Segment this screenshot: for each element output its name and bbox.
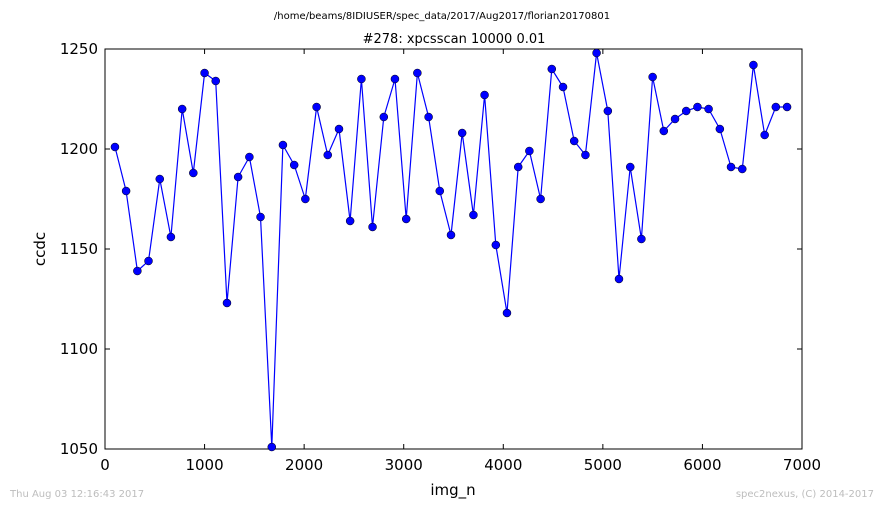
data-point bbox=[301, 194, 310, 204]
data-point bbox=[144, 256, 153, 266]
data-point bbox=[189, 168, 198, 178]
data-point bbox=[771, 102, 781, 112]
data-point bbox=[368, 222, 377, 232]
data-point bbox=[110, 142, 120, 152]
data-point bbox=[749, 60, 758, 70]
data-point bbox=[222, 298, 232, 308]
data-point bbox=[525, 146, 534, 156]
data-point bbox=[581, 150, 590, 160]
data-point bbox=[502, 308, 512, 318]
x-tick-label: 4000 bbox=[484, 456, 522, 474]
data-point bbox=[592, 48, 601, 58]
y-tick-label: 1050 bbox=[60, 440, 98, 458]
x-tick-label: 0 bbox=[100, 456, 110, 474]
data-point bbox=[334, 124, 344, 134]
data-point bbox=[424, 112, 433, 122]
data-point bbox=[155, 174, 165, 184]
x-tick-label: 3000 bbox=[385, 456, 423, 474]
data-point bbox=[245, 152, 254, 162]
data-point bbox=[659, 126, 669, 136]
data-point bbox=[177, 104, 187, 114]
x-tick-label: 2000 bbox=[285, 456, 323, 474]
data-point bbox=[738, 164, 747, 174]
data-point bbox=[401, 214, 411, 224]
data-point bbox=[267, 442, 277, 452]
y-tick-label: 1200 bbox=[60, 140, 98, 158]
data-point bbox=[133, 266, 142, 276]
chart-title: #278: xpcsscan 10000 0.01 bbox=[363, 32, 546, 47]
data-point bbox=[614, 274, 624, 284]
data-point bbox=[457, 128, 467, 138]
data-point bbox=[390, 74, 400, 84]
data-point bbox=[782, 102, 792, 112]
data-point bbox=[200, 68, 209, 78]
footer-timestamp: Thu Aug 03 12:16:43 2017 bbox=[9, 489, 144, 500]
data-point bbox=[760, 130, 769, 140]
data-point bbox=[513, 162, 523, 172]
data-point bbox=[670, 114, 680, 124]
data-point bbox=[413, 68, 422, 78]
data-point bbox=[211, 76, 220, 86]
data-point bbox=[569, 136, 579, 146]
x-tick-label: 6000 bbox=[683, 456, 721, 474]
data-point bbox=[726, 162, 736, 172]
data-point bbox=[704, 104, 713, 114]
data-point bbox=[166, 232, 176, 242]
data-point bbox=[256, 212, 265, 222]
data-point bbox=[469, 210, 478, 220]
data-point bbox=[278, 140, 288, 150]
plot-area: 0 1000 2000 3000 4000 5000 6000 7000 1050 1100 115… bbox=[60, 40, 821, 474]
footer-credit: spec2nexus, (C) 2014-2017 bbox=[736, 489, 874, 500]
data-point bbox=[547, 64, 557, 74]
data-point bbox=[357, 74, 366, 84]
data-point bbox=[715, 124, 725, 134]
data-point bbox=[693, 102, 702, 112]
data-file-path: /home/beams/8IDIUSER/spec_data/2017/Aug2… bbox=[274, 11, 610, 22]
y-tick-label: 1150 bbox=[60, 240, 98, 258]
data-point bbox=[121, 186, 131, 196]
y-axis-label: ccdc bbox=[31, 232, 49, 266]
data-point bbox=[603, 106, 613, 116]
data-point bbox=[446, 230, 456, 240]
data-point bbox=[648, 72, 657, 82]
x-axis-label: img_n bbox=[430, 481, 475, 500]
data-point bbox=[312, 102, 321, 112]
data-point bbox=[681, 106, 691, 116]
data-point bbox=[491, 240, 501, 250]
data-point bbox=[289, 160, 299, 170]
y-tick-label: 1100 bbox=[60, 340, 98, 358]
data-point bbox=[379, 112, 389, 122]
x-tick-label: 7000 bbox=[783, 456, 821, 474]
data-point bbox=[637, 234, 646, 244]
data-point bbox=[323, 150, 332, 160]
data-point bbox=[480, 90, 489, 100]
x-tick-label: 1000 bbox=[185, 456, 223, 474]
y-tick-label: 1250 bbox=[60, 40, 98, 58]
data-point bbox=[536, 194, 545, 204]
data-point bbox=[558, 82, 568, 92]
plot-frame bbox=[104, 48, 803, 450]
data-point bbox=[435, 186, 445, 196]
data-point bbox=[625, 162, 635, 172]
x-tick-label: 5000 bbox=[584, 456, 622, 474]
data-point bbox=[345, 216, 355, 226]
data-point bbox=[233, 172, 243, 182]
